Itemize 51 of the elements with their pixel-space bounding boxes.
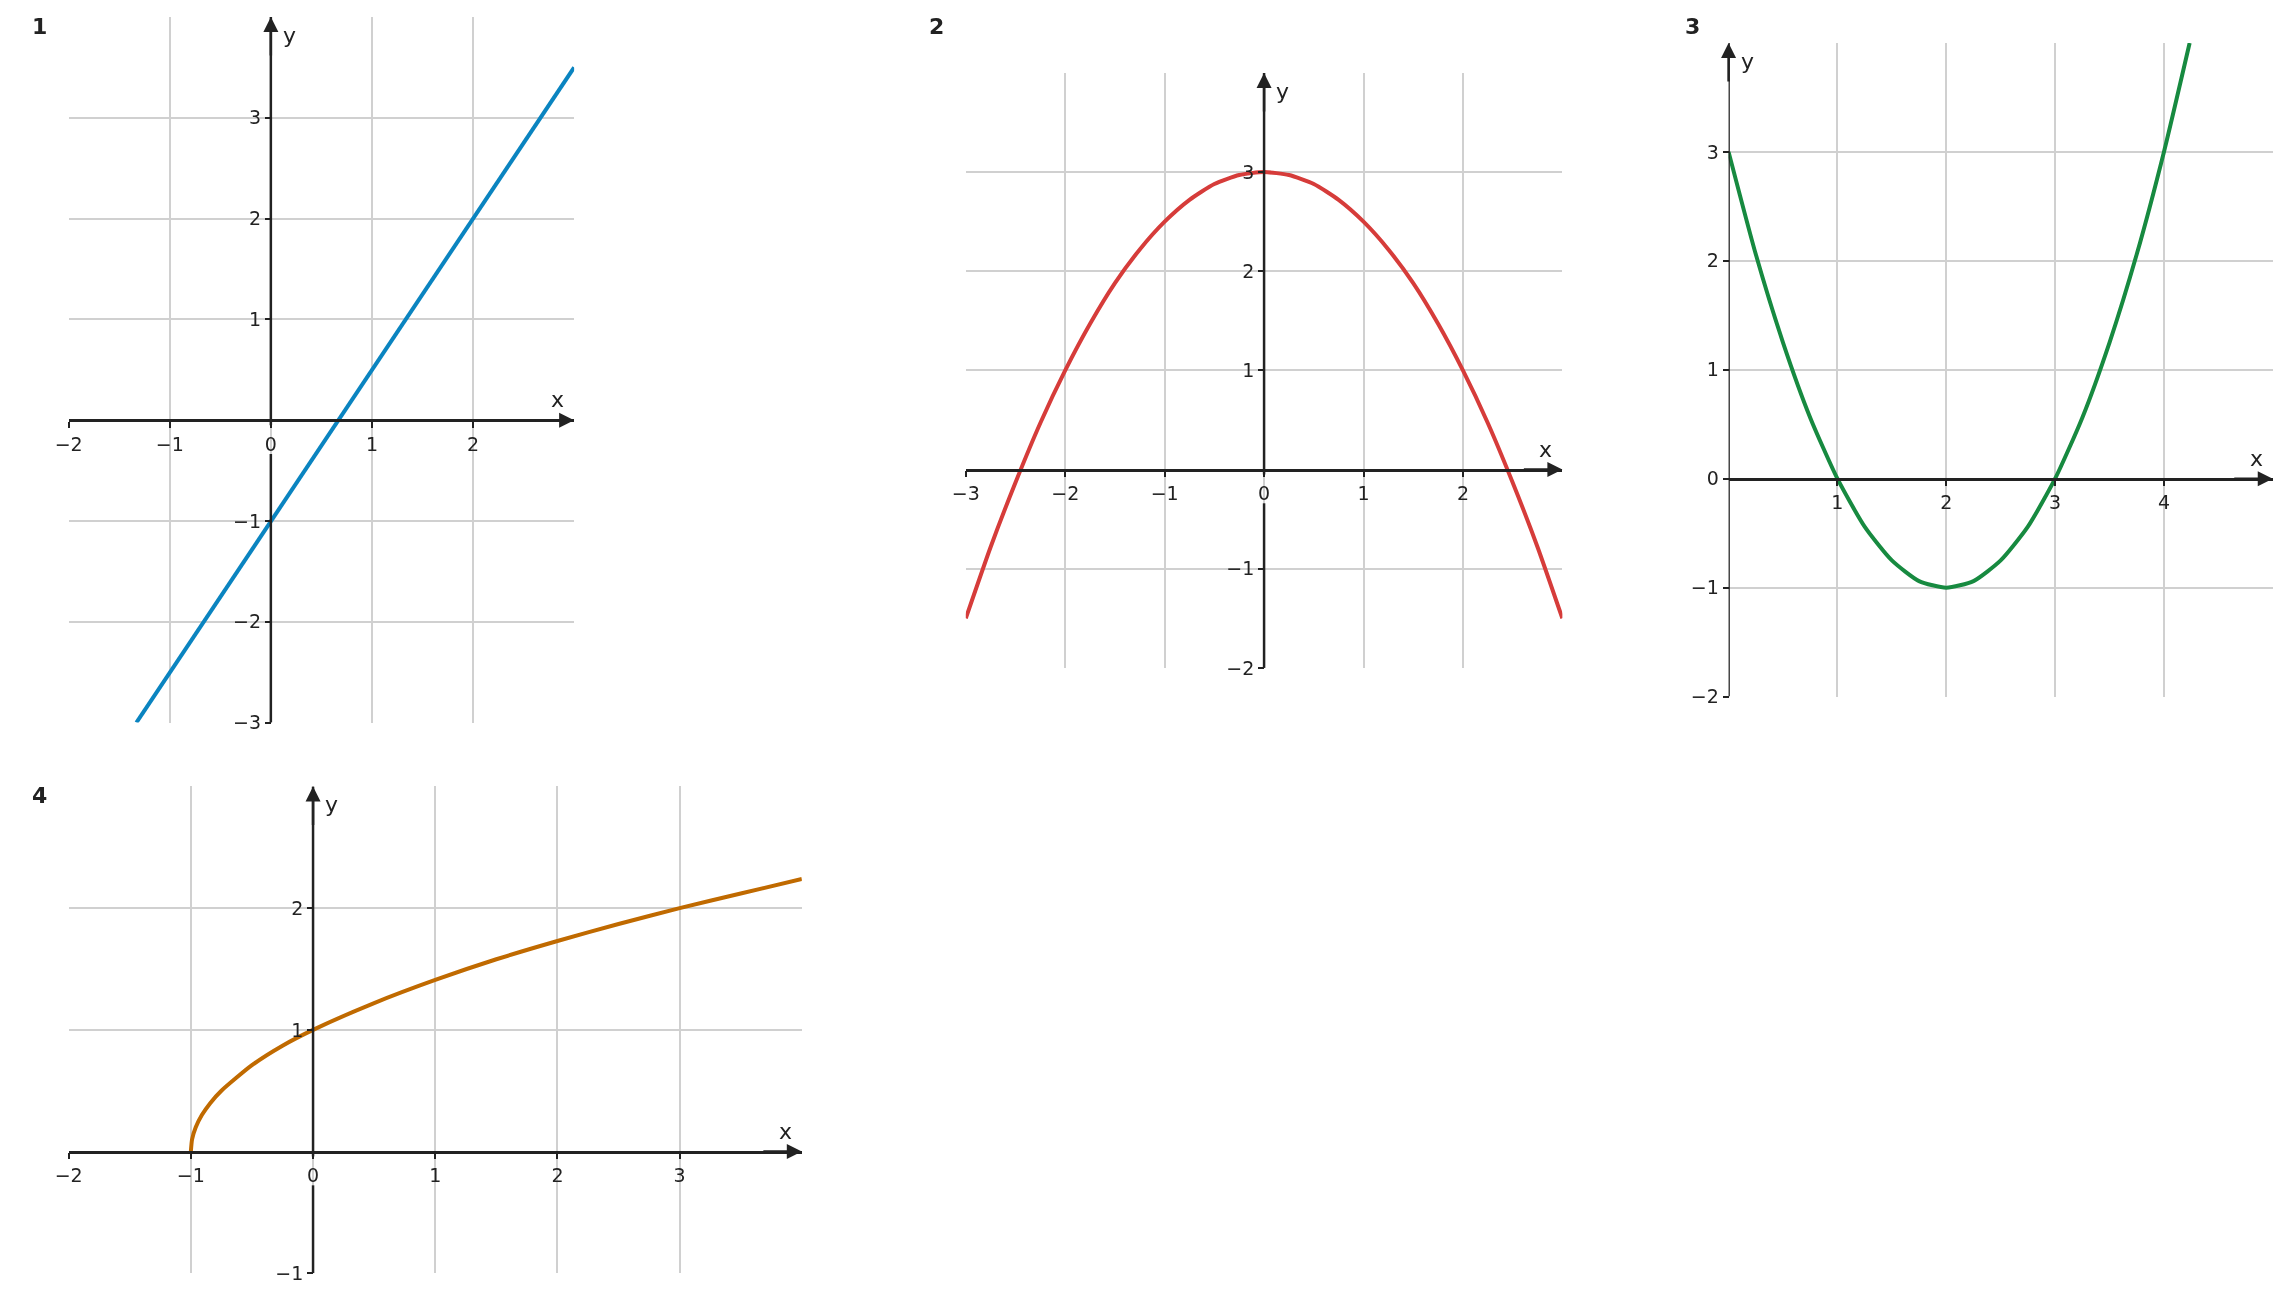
x-tick-label: −2	[54, 432, 83, 455]
y-tick-label: 1	[1706, 358, 1719, 381]
y-tick-label: −1	[275, 1262, 304, 1285]
y-tick-label: 0	[1706, 467, 1719, 490]
x-tick-label: 3	[2049, 491, 2062, 514]
x-tick-label: −2	[54, 1164, 83, 1187]
x-axis-title: x	[551, 387, 565, 412]
chart-title: 2	[929, 14, 945, 39]
x-tick-label: −1	[176, 1164, 205, 1187]
x-tick-label: 2	[467, 432, 480, 455]
y-tick-label: −3	[233, 711, 262, 734]
x-tick-label: 3	[673, 1164, 686, 1187]
y-tick-label: 2	[291, 896, 304, 919]
x-tick-label: 0	[1258, 482, 1271, 505]
y-tick-label: 2	[248, 207, 262, 230]
y-tick-label: 1	[1242, 359, 1255, 382]
x-tick-label: −3	[951, 482, 980, 505]
x-tick-label: 2	[551, 1164, 564, 1187]
x-tick-label: 1	[429, 1164, 442, 1187]
y-tick-label: −2	[233, 610, 262, 633]
y-tick-label: −1	[233, 509, 262, 532]
x-tick-label: −2	[1051, 482, 1080, 505]
y-tick-label: −1	[1226, 557, 1255, 580]
x-tick-label: 2	[1456, 482, 1469, 505]
y-tick-label: 3	[248, 106, 262, 129]
x-tick-label: 0	[307, 1164, 320, 1187]
y-tick-label: −2	[1226, 656, 1255, 679]
x-tick-label: 1	[365, 432, 378, 455]
x-tick-label: −1	[155, 432, 184, 455]
x-tick-label: 4	[2157, 491, 2170, 514]
x-tick-label: −1	[1150, 482, 1179, 505]
y-tick-label: −1	[1690, 576, 1719, 599]
y-tick-label: 1	[291, 1018, 304, 1041]
x-tick-label: 0	[264, 432, 277, 455]
x-tick-label: 1	[1357, 482, 1370, 505]
chart-title: 1	[32, 14, 48, 39]
y-axis-title: y	[1741, 49, 1755, 74]
y-axis-title: y	[283, 23, 297, 48]
x-axis-title: x	[2250, 446, 2264, 471]
y-tick-label: 2	[1706, 249, 1719, 272]
x-tick-label: 2	[1940, 491, 1953, 514]
y-tick-label: 1	[248, 308, 262, 331]
y-tick-label: 2	[1242, 259, 1255, 282]
y-tick-label: 3	[1706, 140, 1719, 163]
x-axis-title: x	[1539, 437, 1553, 462]
chart-title: 4	[32, 783, 48, 808]
x-axis-title: x	[779, 1119, 793, 1144]
y-axis-title: y	[1276, 79, 1290, 104]
y-tick-label: −2	[1690, 685, 1719, 708]
y-axis-title: y	[325, 792, 339, 817]
x-tick-label: 1	[1831, 491, 1844, 514]
